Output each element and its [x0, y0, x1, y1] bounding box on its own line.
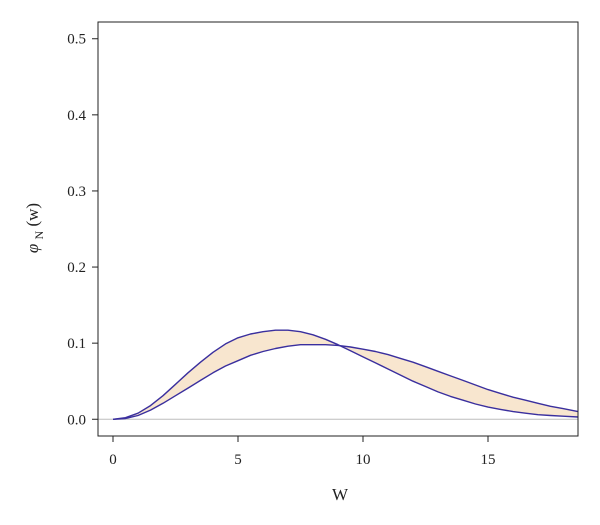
y-tick-label: 0.0: [67, 412, 86, 428]
x-tick-label: 15: [481, 452, 496, 468]
x-tick-label: 5: [234, 452, 242, 468]
y-axis-subscript: N: [32, 230, 46, 239]
y-axis-symbol: φ: [23, 244, 42, 253]
y-tick-label: 0.4: [67, 108, 86, 124]
plot-frame: [97, 21, 579, 437]
y-axis-title: φ N (w): [23, 203, 47, 253]
series-line-2: [112, 344, 579, 420]
y-tick-label: 0.2: [67, 260, 86, 276]
x-tick-label: 10: [356, 452, 371, 468]
y-axis-argument: (w): [23, 203, 42, 227]
band-fill: [113, 330, 578, 420]
series-line-1: [112, 329, 579, 420]
x-axis-title: W: [332, 485, 349, 504]
x-tick-label: 0: [109, 452, 117, 468]
y-tick-label: 0.3: [67, 184, 86, 200]
y-tick-label: 0.5: [67, 32, 86, 48]
y-tick-label: 0.1: [67, 336, 86, 352]
